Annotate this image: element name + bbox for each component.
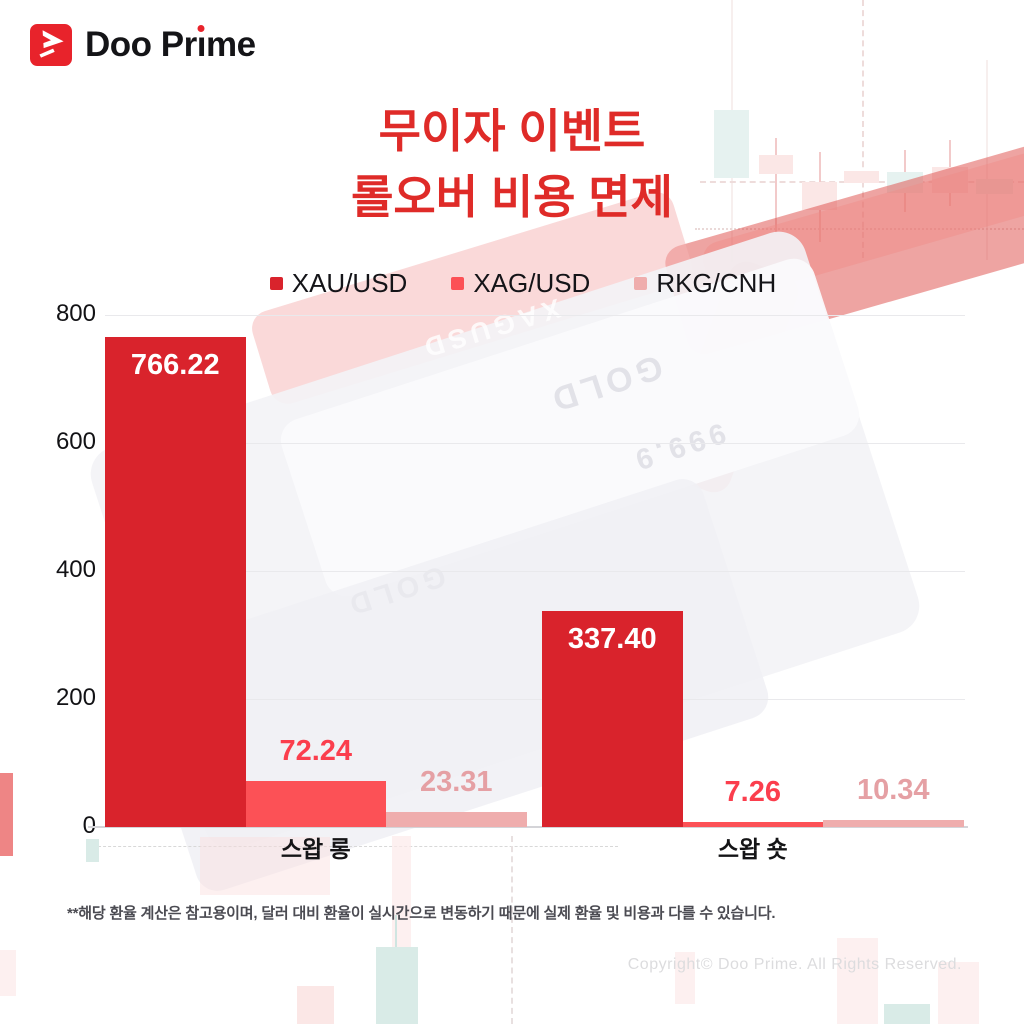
bar-value-label: 766.22 [130,348,220,381]
bar-value-label: 72.24 [279,734,353,767]
candlestick-decoration [0,950,16,996]
y-axis-tick-600: 600 [55,428,96,455]
legend-marker-icon [634,277,648,290]
y-axis-tick-800: 800 [55,300,96,327]
candlestick-wick-decoration [775,138,777,233]
doo-prime-logo: Doo Prıme [30,24,256,66]
bar-value-label: 337.40 [567,623,657,656]
doo-prime-logo-text: Doo Prıme [85,25,256,64]
legend-marker-icon [269,277,283,290]
y-axis-tick-400: 400 [55,556,96,583]
logo-i-dot: ı [196,25,207,64]
candlestick-decoration [297,986,334,1024]
title-line-1: 무이자 이벤트 [378,105,646,157]
gridline-decoration [862,0,865,258]
legend-label: XAG/USD [473,268,591,298]
gridline-decoration [511,836,514,1024]
legend-item-rkg-cnh: RKG/CNH [634,268,776,299]
candlestick-decoration [200,837,330,895]
bar-xau-usd-group1 [105,336,246,827]
legend-item-xau-usd: XAU/USD [269,268,408,299]
doo-prime-logo-icon [30,24,72,66]
bar-xag-usd-group1 [245,780,386,827]
bar-xag-usd-group2 [682,822,823,827]
bar-rkg-cnh-group2 [823,820,964,827]
title-line-2: 롤오버 비용 면제 [351,171,673,223]
x-axis-line [88,826,968,828]
gridline-400 [105,571,965,572]
candlestick-decoration [844,171,879,183]
footnote-text: **해당 환율 계산은 참고용이며, 달러 대비 환율이 실시간으로 변동하기 … [67,905,776,922]
gridline-decoration [88,846,618,848]
candlestick-decoration [86,839,99,862]
candlestick-decoration [376,947,418,1024]
legend-label: RKG/CNH [656,268,777,298]
x-axis-label-group2: 스왑 숏 [717,836,788,862]
candlestick-decoration [675,952,695,1004]
page-title: 무이자 이벤트 롤오버 비용 면제 [0,98,1024,230]
bar-value-label: 10.34 [856,774,930,807]
candlestick-decoration [759,155,793,174]
candlestick-decoration [938,962,979,1024]
bar-xau-usd-group2 [542,611,683,827]
bar-value-label: 7.26 [724,776,781,809]
legend-marker-icon [451,277,465,290]
candlestick-decoration [884,1004,930,1024]
x-axis-label-group1: 스왑 롱 [280,836,351,862]
legend-item-xag-usd: XAG/USD [451,268,590,299]
gridline-600 [105,443,965,444]
bar-value-label: 23.31 [419,766,493,799]
y-axis-tick-200: 200 [55,684,96,711]
legend-label: XAU/USD [291,268,408,298]
candlestick-wick-decoration [395,915,397,951]
bar-rkg-cnh-group1 [386,812,527,827]
candlestick-decoration [0,773,13,856]
chart-legend: XAU/USD XAG/USD RKG/CNH [0,268,1024,299]
candlestick-decoration [714,110,749,178]
gridline-200 [105,699,965,700]
copyright-text: Copyright© Doo Prime. All Rights Reserve… [627,956,962,973]
gridline-800 [105,315,965,316]
candlestick-decoration [837,938,878,1024]
y-axis-tick-0: 0 [30,812,96,840]
